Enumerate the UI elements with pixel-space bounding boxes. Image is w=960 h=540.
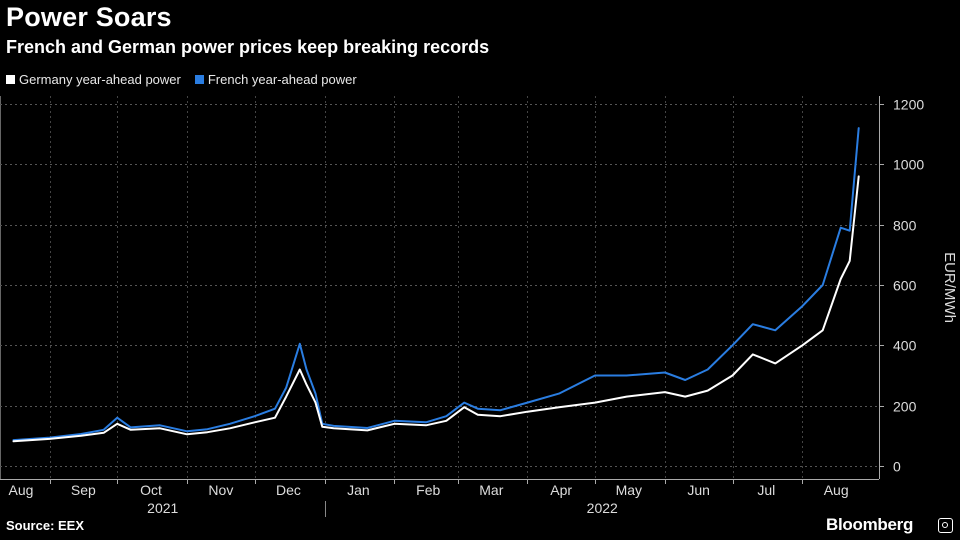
series-layer: [12, 127, 860, 443]
y-tick-label-1000: 1000: [893, 157, 924, 173]
chart-title: Power Soars: [6, 2, 172, 32]
y-tick-label-400: 400: [893, 338, 917, 354]
gridlines: [0, 96, 879, 479]
legend-label-germany: Germany year-ahead power: [19, 72, 181, 87]
y-axis: 0 200 400 600 800 1000 1200 EUR/MWh: [879, 96, 958, 479]
y-tick-label-1200: 1200: [893, 97, 924, 113]
bloomberg-badge-icon: [938, 518, 953, 533]
year-label-2022: 2022: [587, 500, 618, 516]
x-tick-label-11: Jul: [757, 482, 775, 498]
x-tick-label-7: Mar: [479, 482, 503, 498]
x-tick-label-3: Nov: [208, 482, 233, 498]
x-tick-label-8: Apr: [550, 482, 572, 498]
source-note: Source: EEX: [6, 518, 85, 533]
legend: Germany year-ahead power French year-ahe…: [6, 72, 357, 87]
legend-swatch-france: [194, 75, 204, 84]
y-tick-label-0: 0: [893, 459, 901, 475]
x-tick-label-4: Dec: [276, 482, 301, 498]
bloomberg-logo: Bloomberg: [826, 515, 914, 534]
x-tick-label-1: Sep: [71, 482, 96, 498]
legend-item-germany: Germany year-ahead power: [6, 72, 181, 87]
chart-subtitle: French and German power prices keep brea…: [6, 37, 490, 57]
legend-label-france: French year-ahead power: [207, 72, 357, 87]
x-axis: Aug Sep Oct Nov Dec Jan Feb Mar Apr May Jun Jul Aug 2…: [0, 479, 879, 517]
year-label-2021: 2021: [147, 500, 178, 516]
x-tick-label-2: Oct: [140, 482, 162, 498]
legend-item-france: French year-ahead power: [194, 72, 357, 87]
legend-swatch-germany: [6, 75, 15, 84]
x-tick-label-10: Jun: [687, 482, 710, 498]
y-tick-label-600: 600: [893, 278, 917, 294]
series-line-germany: [12, 175, 860, 443]
x-tick-label-0: Aug: [9, 482, 34, 498]
x-tick-label-12: Aug: [824, 482, 849, 498]
x-tick-label-5: Jan: [347, 482, 370, 498]
x-tick-label-9: May: [616, 482, 642, 498]
x-tick-label-6: Feb: [416, 482, 440, 498]
series-line-france: [12, 127, 860, 442]
y-tick-label-200: 200: [893, 399, 917, 415]
y-tick-label-800: 800: [893, 218, 917, 234]
y-axis-title: EUR/MWh: [941, 252, 958, 323]
